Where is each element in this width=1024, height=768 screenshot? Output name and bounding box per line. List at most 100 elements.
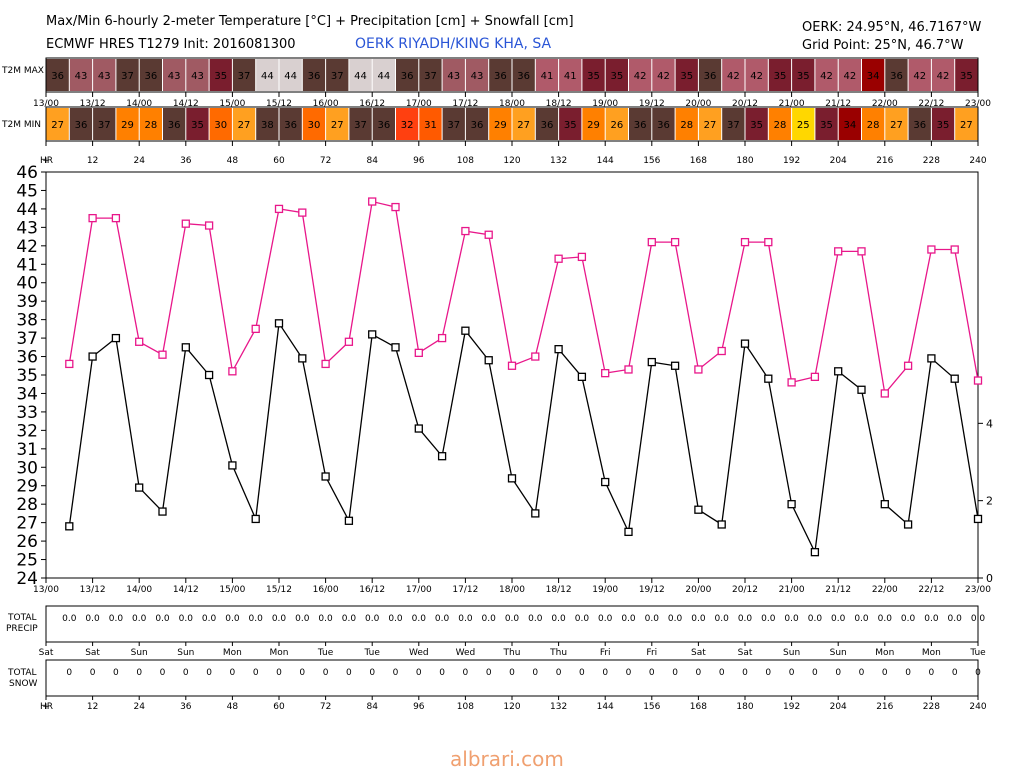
t2m-max-cell [489,59,512,91]
precip-panel-frame [45,605,979,643]
y-axis-tick-label: 32 [16,421,38,441]
hr-label-top: HR [40,156,53,166]
t2m-min-cell [605,108,628,140]
x-axis-tick-label: 20/00 [685,585,711,595]
snow-value: 0 [160,668,166,678]
precip-value: 0.0 [551,614,566,624]
t2m-max-point [810,372,820,381]
hr-tick-label-top: 108 [457,156,474,166]
t2m-max-point [368,197,377,206]
t2m-max-point [88,213,97,223]
snow-value: 0 [765,668,771,678]
snow-panel-frame [45,659,979,697]
t2m-max-cell-value: 42 [634,71,647,82]
t2m-min-cell-value: 28 [867,120,880,131]
y2-axis-tick-label: 4 [986,417,993,430]
t2m-min-cell-value: 29 [121,120,134,131]
t2m-max-cell-value: 35 [680,71,693,82]
t2m-max-cell [419,59,442,91]
t2m-max-cell [256,59,279,91]
t2m-min-cell-value: 35 [191,120,204,131]
model-init-line: ECMWF HRES T1279 Init: 2016081300 [46,37,296,52]
t2m-min-cell-value: 35 [750,120,763,131]
t2m-max-cell [629,59,652,91]
t2m-min-point [204,370,214,380]
t2m-max-cell-value: 36 [494,71,507,82]
snow-value: 0 [323,668,329,678]
t2m-max-cell-value: 43 [447,71,460,82]
hr-tick-label-top: 192 [783,156,800,166]
weekday-label: Mon [875,648,894,658]
precip-value: 0.0 [808,614,823,624]
t2m-min-point [740,339,750,348]
t2m-min-point [298,354,307,363]
t2m-max-cell-value: 36 [890,71,903,82]
t2m-max-cell-value: 42 [820,71,833,82]
hr-tick-label-top: 24 [133,156,145,166]
snow-value: 0 [113,668,119,678]
t2m-max-point [484,230,493,239]
t2m-min-cell-value: 26 [610,120,623,131]
t2m-min-cell [745,108,768,140]
snow-value: 0 [299,668,305,678]
t2m-min-point [368,330,377,339]
precip-value: 0.0 [738,614,753,624]
precip-value: 0.0 [295,614,310,624]
precip-value: 0.0 [202,614,217,624]
t2m-max-cell [232,59,256,91]
t2m-max-cell-value: 44 [354,71,367,82]
hr-tick-label-top: 240 [969,156,986,166]
precip-value: 0.0 [901,614,916,624]
t2m-max-cell-value: 37 [238,71,251,82]
date-tick-label: 17/12 [452,99,478,109]
hr-tick-label-top: 156 [643,156,660,166]
y-axis-tick-label: 39 [16,292,38,312]
t2m-min-point [834,367,843,376]
t2m-min-point [158,507,167,516]
snow-value: 0 [509,668,515,678]
t2m-max-point [181,219,190,228]
t2m-min-cell [652,108,675,140]
t2m-min-cell-value: 31 [424,120,437,131]
t2m-min-cell-value: 32 [401,120,414,131]
t2m-max-cell [838,59,861,91]
t2m-min-cell-value: 30 [214,120,227,131]
t2m-max-cell-value: 35 [960,71,973,82]
x-axis-tick-label: 21/12 [825,585,851,595]
t2m-min-cell [419,108,442,140]
weekday-label: Tue [317,648,334,658]
t2m-max-cell-value: 36 [517,71,530,82]
precip-value: 0.0 [971,614,986,624]
t2m-max-point [950,245,959,254]
t2m-min-cell-value: 38 [261,120,274,131]
t2m-min-cell-value: 35 [564,120,577,131]
t2m-max-point [903,361,913,370]
t2m-max-cell [163,59,186,91]
t2m-min-cell [349,108,372,140]
weekday-label: Fri [600,648,611,658]
date-tick-label: 15/00 [219,99,245,109]
t2m-min-cell [46,108,69,140]
t2m-min-cell [535,108,559,140]
t2m-min-point [764,374,773,383]
snow-value: 0 [742,668,748,678]
x-axis-tick-label: 13/00 [33,585,59,595]
date-tick-label: 13/12 [80,99,106,109]
t2m-min-cell [931,108,955,140]
t2m-min-point [973,514,983,524]
t2m-min-cell [186,108,209,140]
t2m-max-cell [792,59,815,91]
hr-tick-label-bottom: 216 [876,702,893,712]
date-tick-label: 14/12 [173,99,199,109]
y-axis-tick-label: 31 [16,440,38,460]
y2-axis-tick-label: 0 [986,572,993,585]
hr-tick-label-bottom: 168 [690,702,707,712]
hr-tick-label-bottom: 156 [643,702,660,712]
precip-value: 0.0 [645,614,660,624]
y-axis-tick-label: 36 [16,348,38,368]
t2m-min-point [810,548,820,557]
date-tick-label: 23/00 [965,99,991,109]
hr-tick-label-bottom: 180 [736,702,753,712]
date-tick-label: 20/00 [685,99,711,109]
precip-value: 0.0 [249,614,264,624]
